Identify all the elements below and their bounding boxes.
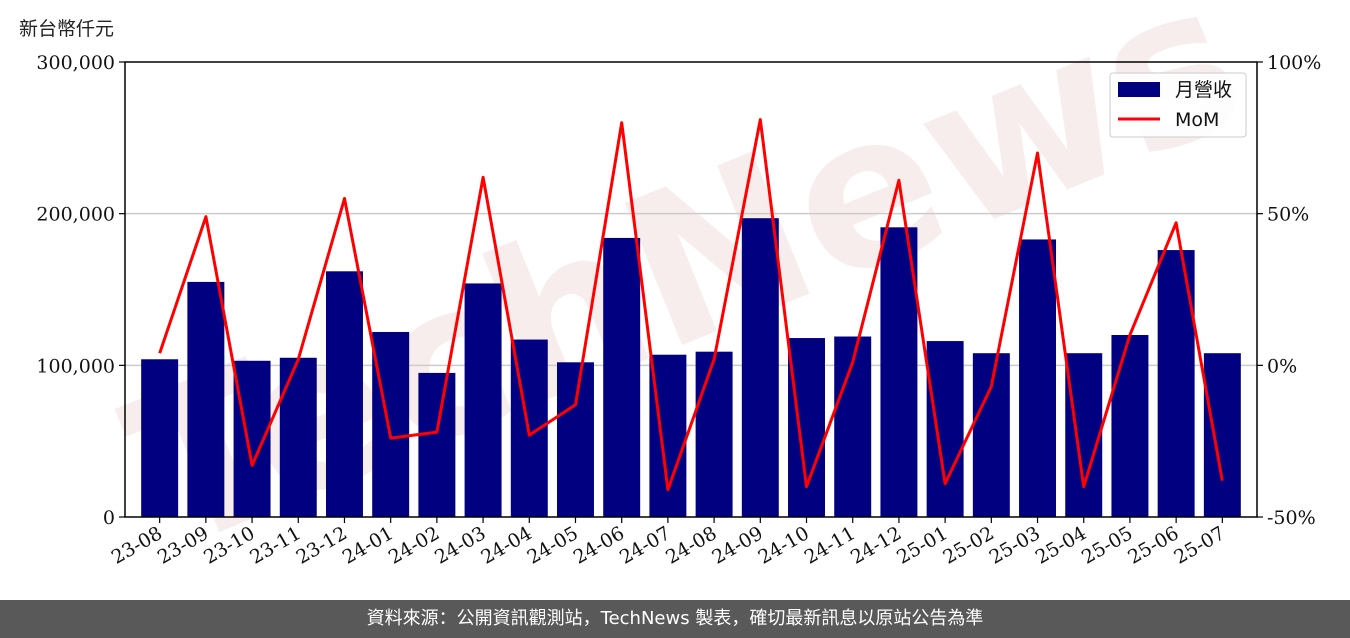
x-tick-label: 24-12 [847, 522, 905, 568]
x-tick-label: 24-04 [477, 522, 535, 568]
x-tick-label: 25-02 [939, 522, 997, 568]
x-tick-label: 24-05 [524, 522, 582, 568]
plot-frame [124, 61, 1258, 518]
legend: 月營收 MoM [1109, 72, 1247, 138]
mom-line [158, 118, 1224, 492]
y-left-tick-label: 100,000 [36, 355, 115, 377]
bar [1203, 353, 1241, 517]
x-tick-label: 25-03 [986, 522, 1044, 568]
bar [1019, 239, 1057, 517]
bar-series [141, 218, 1241, 518]
bar [418, 372, 456, 517]
x-tick-label: 24-09 [708, 522, 766, 568]
bar [1065, 353, 1103, 517]
y-left-tick-label: 300,000 [36, 52, 115, 74]
unit-label: 新台幣仟元 [19, 18, 115, 40]
x-tick-label: 23-08 [108, 522, 166, 568]
mom-line-series [158, 118, 1224, 492]
x-tick-label: 25-04 [1032, 522, 1090, 568]
source-footer: 資料來源：公開資訊觀測站，TechNews 製表，確切最新訊息以原站公告為準 [0, 600, 1350, 638]
x-tick-label: 24-08 [662, 522, 720, 568]
bar [141, 359, 179, 517]
x-tick-label: 24-03 [431, 522, 489, 568]
legend-label-line: MoM [1175, 109, 1219, 131]
y-left-tick-label: 200,000 [36, 204, 115, 226]
x-tick-label: 24-11 [801, 522, 859, 568]
bar [464, 283, 502, 517]
bar [325, 271, 363, 517]
y-right-tick-label: 50% [1267, 204, 1309, 226]
x-tick-label: 25-05 [1078, 522, 1136, 568]
x-tick-label: 24-06 [570, 522, 628, 568]
bar [926, 341, 964, 517]
bar [1111, 335, 1149, 517]
bar [972, 353, 1010, 517]
bar [372, 331, 410, 517]
bar [695, 351, 733, 517]
bar [880, 227, 918, 518]
x-tick-label: 25-07 [1170, 522, 1228, 568]
bar [834, 336, 872, 517]
bar [741, 218, 779, 517]
legend-swatch-bar [1118, 82, 1160, 97]
bar [788, 338, 825, 517]
legend-label-bar: 月營收 [1175, 79, 1232, 101]
y-right-tick-label: 0% [1267, 355, 1297, 377]
x-tick-label: 24-10 [755, 522, 813, 568]
x-tick-label: 25-06 [1124, 522, 1182, 568]
y-left-tick-label: 0 [103, 507, 115, 529]
y-right-tick-label: -50% [1267, 507, 1316, 529]
chart: TechNews 0100,000200,000300,000-50%0%50%… [36, 0, 1321, 598]
y-right-tick-label: 100% [1267, 52, 1321, 74]
bar [279, 357, 317, 517]
x-tick-label: 24-02 [385, 522, 443, 568]
bar [187, 281, 225, 517]
bar [557, 362, 594, 517]
x-tick-label: 24-07 [616, 522, 674, 568]
x-tick-label: 25-01 [893, 522, 951, 568]
bar [603, 237, 641, 517]
